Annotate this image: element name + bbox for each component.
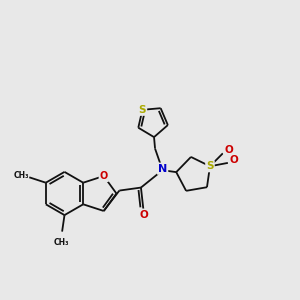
Text: CH₃: CH₃	[54, 238, 69, 247]
Text: S: S	[139, 105, 146, 115]
Text: O: O	[224, 145, 233, 155]
Text: N: N	[158, 164, 167, 174]
Text: O: O	[229, 155, 238, 165]
Text: O: O	[100, 171, 108, 181]
Text: O: O	[140, 210, 148, 220]
Text: CH₃: CH₃	[13, 171, 28, 180]
Text: S: S	[206, 161, 214, 171]
